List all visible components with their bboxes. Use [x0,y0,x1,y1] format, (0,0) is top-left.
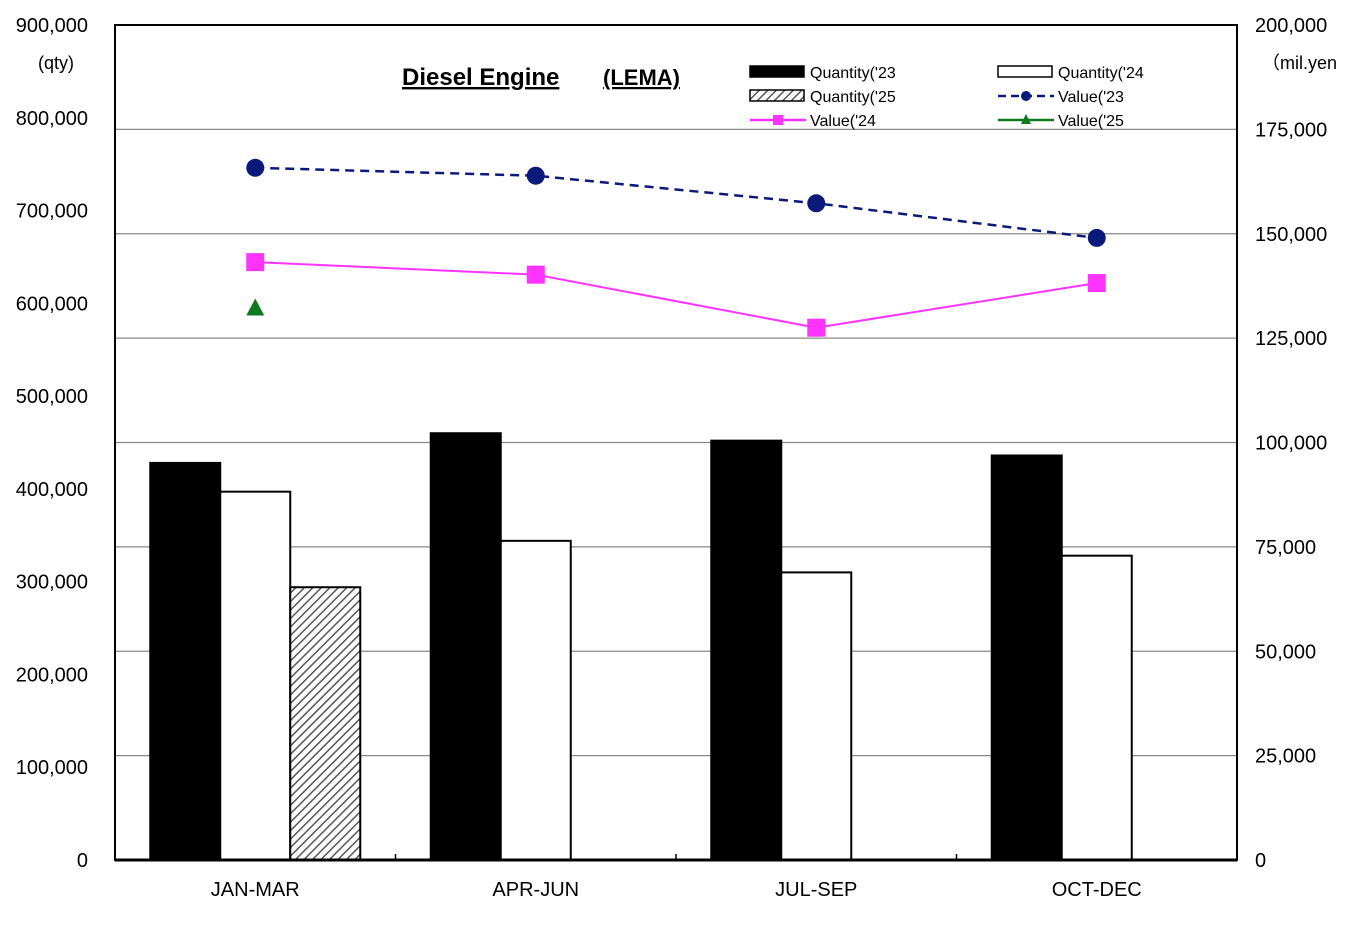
chart-title-group: Diesel Engine (LEMA) [402,64,680,91]
data-point [246,158,265,177]
legend-marker [1021,91,1031,101]
legend-label: Value('23 [1058,89,1124,106]
left-tick-label: 400,000 [16,479,88,501]
right-tick-label: 25,000 [1255,746,1316,768]
right-tick-label: 175,000 [1255,119,1327,141]
legend-label: Quantity('23 [810,65,896,82]
left-tick-label: 500,000 [16,386,88,408]
right-tick-label: 125,000 [1255,328,1327,350]
left-tick-label: 600,000 [16,293,88,315]
data-point [526,265,545,284]
value-lines [246,158,1106,337]
left-tick-label: 100,000 [16,757,88,779]
bar [499,539,572,861]
axis-labels: 0 100,000 200,000 300,000 400,000 500,000 600,… [16,15,1337,901]
series-line [255,261,1097,329]
chart-title: Diesel Engine [402,64,559,91]
right-tick-label: 200,000 [1255,15,1327,37]
left-axis-unit: (qty) [38,53,74,73]
legend-label: Quantity('24 [1058,65,1144,82]
left-tick-label: 300,000 [16,572,88,594]
legend-swatch [997,65,1053,78]
data-point [246,253,265,272]
left-tick-label: 900,000 [16,15,88,37]
right-tick-label: 0 [1255,850,1266,872]
left-tick-label: 200,000 [16,664,88,686]
category-label: JAN-MAR [211,879,300,901]
data-point [807,194,826,213]
series-line [255,166,1097,240]
data-point [246,298,265,316]
bar [149,461,222,861]
bar [289,586,362,861]
data-point [1087,228,1106,247]
category-label: OCT-DEC [1052,879,1142,901]
bars [149,432,1133,862]
data-point [526,166,545,185]
legend-label: Value('24 [810,113,876,130]
category-label: APR-JUN [492,879,579,901]
right-tick-label: 75,000 [1255,537,1316,559]
legend-marker [1021,114,1031,124]
legend-swatch [749,65,805,78]
left-tick-label: 700,000 [16,201,88,223]
right-tick-label: 100,000 [1255,433,1327,455]
category-label: JUL-SEP [775,879,857,901]
legend-swatch [749,89,805,102]
left-tick-label: 0 [77,850,88,872]
right-tick-label: 150,000 [1255,224,1327,246]
bar [219,490,292,861]
bar [429,432,502,861]
legend-label: Value('25 [1058,113,1124,130]
chart-title-suffix: (LEMA) [603,65,680,90]
bar [780,571,853,862]
right-tick-label: 50,000 [1255,641,1316,663]
data-point [807,318,826,337]
left-tick-label: 800,000 [16,108,88,130]
data-point [1087,274,1106,293]
axes [114,24,1238,862]
bar [990,454,1063,861]
legend-marker [773,115,783,125]
legend: Quantity('23 Quantity('24 Quantity('25 Valu… [749,65,1144,130]
bar [710,439,783,861]
right-axis-unit: （mil.yen [1262,53,1337,73]
legend-label: Quantity('25 [810,89,896,106]
bar [1060,554,1133,861]
